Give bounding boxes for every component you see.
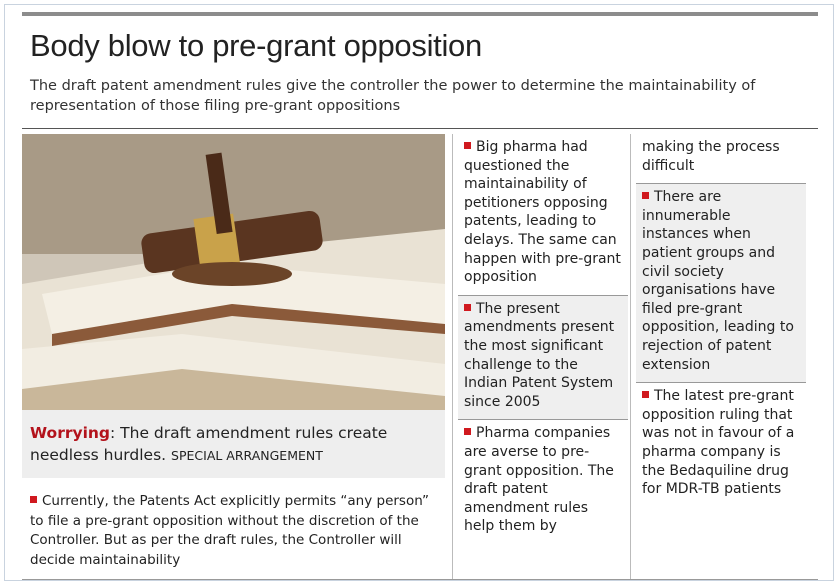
bullet-text: Pharma companies are averse to pre-grant… <box>464 425 614 534</box>
bullet-marker <box>642 192 649 199</box>
lead-text: Currently, the Patents Act explicitly pe… <box>30 493 429 568</box>
bullet-item: making the process difficult <box>636 134 806 184</box>
bullet-item: There are innumerable instances when pat… <box>636 184 806 383</box>
caption-credit: SPECIAL ARRANGEMENT <box>171 448 323 463</box>
bullet-marker <box>464 142 471 149</box>
bullet-text: There are innumerable instances when pat… <box>642 189 794 372</box>
bullet-marker <box>642 391 649 398</box>
bullet-item: Big pharma had questioned the maintainab… <box>458 134 628 296</box>
column: making the process difficult There are in… <box>636 134 806 507</box>
bullet-item: The latest pre-grant opposition ruling t… <box>636 383 806 507</box>
bottom-rule <box>22 579 818 580</box>
subtitle: The draft patent amendment rules give th… <box>30 76 810 116</box>
bullet-marker <box>464 304 471 311</box>
column-separator <box>452 134 453 579</box>
bullet-text: Big pharma had questioned the maintainab… <box>464 139 621 285</box>
column-separator <box>630 134 631 579</box>
caption-label: Worrying <box>30 424 110 442</box>
top-bar <box>22 12 818 16</box>
bullet-item: Pharma companies are averse to pre-grant… <box>458 420 628 544</box>
title: Body blow to pre-grant opposition <box>30 28 482 64</box>
bullet-marker <box>464 428 471 435</box>
photo <box>22 134 445 410</box>
bullet-item: The present amendments present the most … <box>458 296 628 421</box>
page: Body blow to pre-grant opposition The dr… <box>0 0 840 587</box>
rule <box>22 128 818 129</box>
caption: Worrying: The draft amendment rules crea… <box>30 422 440 467</box>
bullet-text: making the process difficult <box>642 139 780 174</box>
lead-paragraph: Currently, the Patents Act explicitly pe… <box>30 492 440 570</box>
column: Big pharma had questioned the maintainab… <box>458 134 628 544</box>
bullet-text: The present amendments present the most … <box>464 301 614 410</box>
bullet-text: The latest pre-grant opposition ruling t… <box>642 388 794 497</box>
bullet-marker <box>30 496 37 503</box>
